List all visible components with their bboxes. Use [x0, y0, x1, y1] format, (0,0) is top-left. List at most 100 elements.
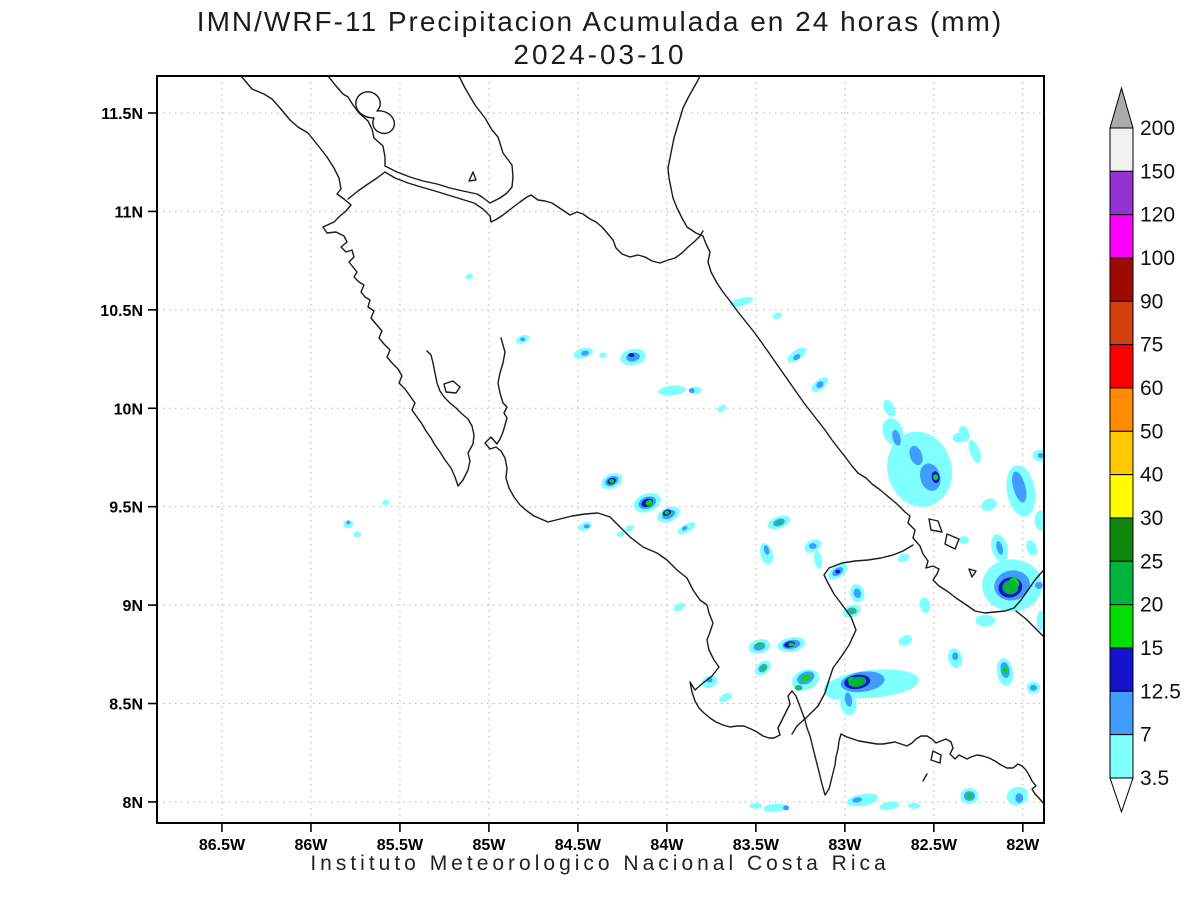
precip-cells	[343, 273, 1044, 812]
colorbar-arrow-under	[1109, 777, 1134, 814]
precip-cell	[628, 353, 635, 358]
colorbar-segment	[1109, 690, 1134, 736]
precip-cell	[1029, 684, 1038, 691]
precip-cell	[813, 550, 823, 569]
precip-cell	[1034, 581, 1043, 589]
precip-cell	[616, 531, 625, 537]
colorbar-segment	[1109, 604, 1134, 649]
colorbar: 200 150 120 100 90 75 60 50 40 30 25 20 15 12.5 7 3.5	[1109, 86, 1181, 814]
precip-cell	[966, 793, 972, 799]
chart-title-date: 2024-03-10	[513, 39, 687, 70]
precip-cell	[598, 352, 607, 358]
colorbar-segment	[1109, 647, 1134, 692]
bocas-island-1	[928, 518, 943, 533]
colorbar-label: 150	[1140, 160, 1175, 183]
precip-cell	[958, 425, 970, 442]
x-tick-label: 84W	[650, 837, 684, 854]
border-river-san-juan	[347, 171, 704, 264]
precip-cell	[673, 602, 685, 612]
precip-cell	[1015, 793, 1024, 803]
precip-cell	[717, 404, 727, 412]
chart-title: IMN/WRF-11 Precipitacion Acumulada en 24…	[0, 6, 1200, 71]
precip-cell	[353, 531, 362, 538]
colorbar-segment	[1109, 734, 1134, 779]
x-tick-label: 83W	[828, 837, 862, 854]
precip-cell	[959, 536, 970, 545]
precip-cell	[793, 354, 801, 361]
chart-title-line1: IMN/WRF-11 Precipitacion Acumulada en 24…	[196, 6, 1004, 37]
colorbar-label: 20	[1140, 594, 1163, 617]
colorbar-label: 7	[1140, 724, 1152, 747]
precip-cell	[609, 479, 615, 484]
precip-cell	[581, 350, 589, 356]
precip-cell	[852, 797, 863, 803]
x-tick-label: 86.5W	[199, 837, 246, 854]
precip-cell	[897, 553, 910, 563]
precip-cell	[520, 337, 526, 342]
colorbar-label: 200	[1140, 117, 1175, 140]
bocas-island-3	[968, 568, 977, 578]
colorbar-segment	[1109, 344, 1134, 389]
precip-cell	[645, 500, 653, 506]
precip-cell	[1034, 510, 1044, 531]
precip-cell	[788, 642, 795, 647]
precip-cell	[883, 399, 896, 417]
precip-cell	[996, 541, 1004, 555]
colorbar-label: 25	[1140, 550, 1163, 573]
precip-cell	[681, 526, 688, 531]
precip-cell	[909, 445, 923, 466]
precip-cell	[382, 500, 390, 506]
axis: 86.5W 86W 85.5W 85W 84.5W 84W 83.5W 83W 82.5W 82W…	[100, 106, 1040, 854]
y-tick-label: 11.5N	[101, 106, 143, 123]
precip-cell	[849, 609, 855, 613]
colorbar-segment	[1109, 127, 1134, 172]
colorbar-label: 120	[1140, 204, 1175, 227]
colorbar-segment	[1109, 257, 1134, 302]
x-tick-label: 85.5W	[377, 837, 424, 854]
precip-cell	[808, 543, 817, 550]
precip-cell	[664, 510, 670, 515]
precip-cell	[760, 665, 766, 671]
y-tick-label: 10.5N	[100, 303, 143, 320]
colorbar-label: 40	[1140, 464, 1163, 487]
y-tick-label: 8N	[123, 795, 143, 812]
colorbar-label: 30	[1140, 507, 1163, 530]
precip-cell	[756, 642, 763, 647]
x-tick-label: 85W	[472, 837, 506, 854]
lake-islet	[468, 171, 477, 182]
plot-frame	[156, 75, 1045, 824]
caribbean-coast-east	[1015, 610, 1044, 638]
panama-island	[930, 750, 942, 764]
precip-cell	[919, 463, 941, 491]
precip-cell	[919, 597, 931, 614]
colorbar-label: 12.5	[1140, 680, 1181, 703]
precip-cell	[981, 498, 997, 511]
precip-cell	[1026, 540, 1038, 556]
precip-cell	[624, 525, 635, 532]
colorbar-segment	[1109, 300, 1134, 346]
precip-cell	[763, 545, 770, 555]
chira-island	[443, 380, 461, 394]
colorbar-label: 60	[1140, 377, 1163, 400]
footer-text: Instituto Meteorologico Nacional Costa R…	[310, 852, 890, 875]
precip-cell	[776, 520, 782, 525]
x-tick-label: 84.5W	[555, 837, 602, 854]
colorbar-arrow-over	[1109, 86, 1134, 129]
x-tick-label: 86W	[294, 837, 328, 854]
precip-cell	[1012, 471, 1027, 503]
precip-cell	[730, 297, 754, 307]
precip-cell	[892, 429, 901, 446]
y-tick-label: 10N	[114, 401, 143, 418]
precip-cell	[688, 387, 695, 394]
colorbar-label: 15	[1140, 637, 1163, 660]
pacific-coast	[240, 76, 475, 487]
precip-cell	[933, 474, 939, 481]
precip-cell	[343, 520, 354, 529]
coastlines	[240, 76, 1044, 805]
precip-cell	[844, 692, 853, 707]
precip-cell	[783, 805, 790, 811]
precip-cell	[853, 588, 861, 599]
precip-cell	[583, 524, 590, 529]
